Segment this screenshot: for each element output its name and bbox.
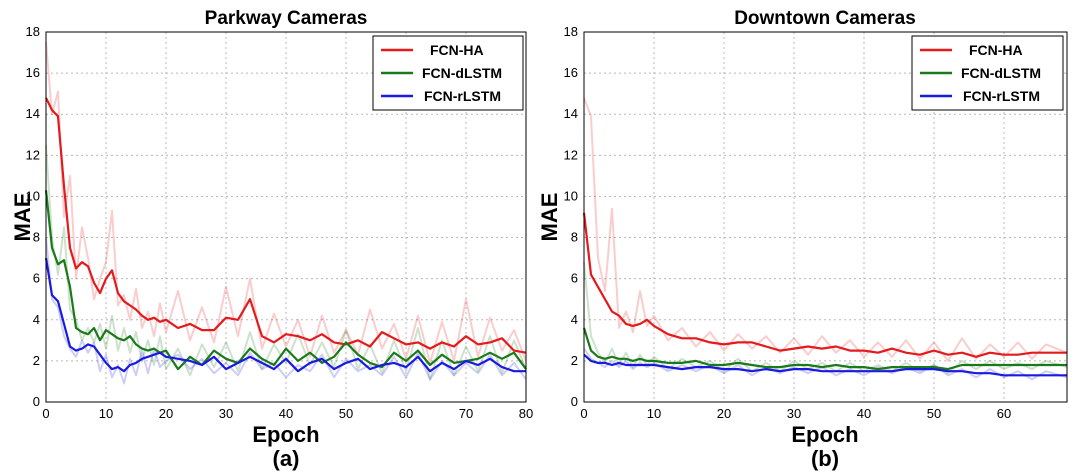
y-tick-label: 12 [564, 147, 578, 162]
plot-frame [583, 31, 1068, 403]
y-tick-label: 0 [33, 394, 40, 409]
y-tick-label: 4 [33, 312, 40, 327]
x-tick-label: 40 [279, 406, 293, 421]
raw-series-layer [583, 97, 1068, 381]
y-tick-label: 16 [564, 65, 578, 80]
chart-title: Downtown Cameras [734, 8, 916, 29]
x-tick-label: 50 [339, 406, 353, 421]
raw-series-fcn-rlstm [45, 237, 527, 385]
panel-label: (b) [811, 446, 839, 471]
x-tick-label: 20 [159, 406, 173, 421]
series-line-fcn-dlstm [44, 190, 527, 371]
y-tick-label: 10 [26, 188, 40, 203]
y-tick-label: 8 [33, 230, 40, 245]
legend-label-fcn-dlstm: FCN-dLSTM [961, 65, 1041, 81]
y-tick-label: 18 [26, 24, 40, 39]
x-tick-label: 50 [927, 406, 941, 421]
x-tick-label: 10 [99, 406, 113, 421]
x-tick-label: 20 [717, 406, 731, 421]
y-tick-label: 2 [33, 353, 40, 368]
x-axis-label: Epoch [252, 422, 319, 447]
x-tick-label: 80 [519, 406, 533, 421]
panel-label: (a) [273, 446, 300, 471]
x-tick-labels: 0 10 20 30 40 50 60 [580, 406, 1011, 421]
x-tick-label: 40 [857, 406, 871, 421]
series-line-fcn-dlstm [582, 327, 1067, 371]
y-tick-labels: 0 2 4 6 8 10 12 14 16 18 [26, 24, 40, 409]
y-tick-label: 16 [26, 65, 40, 80]
x-tick-label: 0 [42, 406, 49, 421]
y-tick-label: 6 [571, 271, 578, 286]
legend-label-fcn-rlstm: FCN-rLSTM [424, 88, 501, 104]
x-tick-label: 60 [399, 406, 413, 421]
series-layer [582, 212, 1067, 377]
y-tick-label: 8 [571, 230, 578, 245]
legend: FCN-HA FCN-dLSTM FCN-rLSTM [372, 35, 524, 111]
chart-downtown: Downtown Cameras 0 10 20 30 40 50 60 0 2 4 6 8 10 12… [537, 8, 1068, 471]
raw-series-fcn-dlstm [45, 145, 527, 381]
x-axis-label: Epoch [791, 422, 858, 447]
y-tick-label: 14 [564, 106, 578, 121]
plot-frame [45, 31, 527, 403]
x-tick-label: 30 [787, 406, 801, 421]
y-tick-label: 14 [26, 106, 40, 121]
x-tick-label: 10 [647, 406, 661, 421]
y-tick-label: 0 [571, 394, 578, 409]
legend: FCN-HA FCN-dLSTM FCN-rLSTM [911, 35, 1064, 111]
y-tick-label: 18 [564, 24, 578, 39]
legend-label-fcn-dlstm: FCN-dLSTM [422, 65, 502, 81]
y-tick-label: 6 [33, 271, 40, 286]
y-tick-labels: 0 2 4 6 8 10 12 14 16 18 [564, 24, 578, 409]
y-tick-label: 2 [571, 353, 578, 368]
legend-label-fcn-ha: FCN-HA [430, 42, 484, 58]
series-layer [44, 97, 527, 373]
y-axis-label: MAE [537, 193, 562, 242]
chart-title: Parkway Cameras [205, 8, 368, 29]
x-tick-label: 60 [997, 406, 1011, 421]
y-tick-label: 12 [26, 147, 40, 162]
y-tick-label: 10 [564, 188, 578, 203]
y-tick-label: 4 [571, 312, 578, 327]
series-line-fcn-ha [582, 212, 1067, 358]
series-line-fcn-ha [45, 97, 527, 354]
legend-label-fcn-rlstm: FCN-rLSTM [963, 88, 1040, 104]
y-axis-label: MAE [10, 193, 35, 242]
x-tick-label: 70 [459, 406, 473, 421]
series-line-fcn-rlstm [44, 257, 526, 373]
legend-label-fcn-ha: FCN-HA [969, 42, 1023, 58]
series-line-fcn-rlstm [583, 353, 1067, 377]
x-tick-labels: 0 10 20 30 40 50 60 70 80 [42, 406, 533, 421]
chart-parkway: Parkway Cameras 0 10 20 30 40 50 60 70 80 0 2 4 6 8 1… [10, 8, 533, 471]
raw-series-fcn-ha [583, 97, 1068, 362]
x-tick-label: 30 [219, 406, 233, 421]
x-tick-label: 0 [580, 406, 587, 421]
